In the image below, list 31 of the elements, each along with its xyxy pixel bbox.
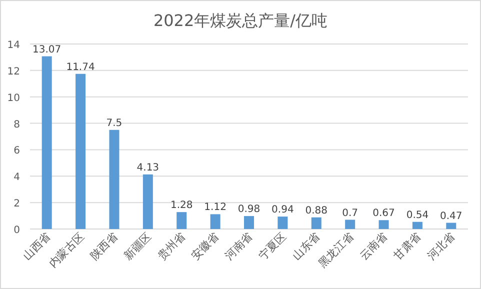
x-tick-label: 云南省 xyxy=(357,230,390,262)
x-tick-label: 新疆区 xyxy=(122,230,154,262)
y-tick-label: 2 xyxy=(14,198,20,210)
x-tick-label: 甘肃省 xyxy=(391,230,424,262)
x-tick-label: 河北省 xyxy=(424,230,458,262)
data-label: 7.5 xyxy=(106,118,122,129)
data-label: 4.13 xyxy=(136,162,160,174)
x-tick-label: 宁夏区 xyxy=(256,230,289,262)
x-tick-label: 陕西省 xyxy=(88,230,120,262)
y-tick-label: 12 xyxy=(7,66,20,78)
data-label: 0.94 xyxy=(272,204,294,216)
title: 2022年煤炭总产量/亿吨 xyxy=(153,11,328,30)
y-tick-label: 14 xyxy=(7,40,20,51)
x-tick-label: 河南省 xyxy=(222,230,256,262)
y-tick-label: 10 xyxy=(7,92,20,104)
data-label: 0.54 xyxy=(406,210,429,221)
y-tick-label: 8 xyxy=(14,119,20,130)
data-label: 0.7 xyxy=(342,208,358,219)
x-tick-label: 安徽省 xyxy=(188,230,222,262)
y-tick-label: 0 xyxy=(14,225,20,236)
data-label: 1.28 xyxy=(170,200,193,212)
data-label: 11.74 xyxy=(66,62,95,73)
y-tick-label: 4 xyxy=(14,172,20,184)
x-tick-label: 贵州省 xyxy=(155,230,188,262)
data-label: 1.12 xyxy=(204,202,226,214)
data-label: 0.88 xyxy=(305,205,328,216)
y-tick-label: 6 xyxy=(14,146,20,157)
data-label: 0.67 xyxy=(372,208,395,220)
data-label: 13.07 xyxy=(32,44,62,56)
data-label: 0.47 xyxy=(440,210,462,222)
data-label: 0.98 xyxy=(238,204,260,216)
